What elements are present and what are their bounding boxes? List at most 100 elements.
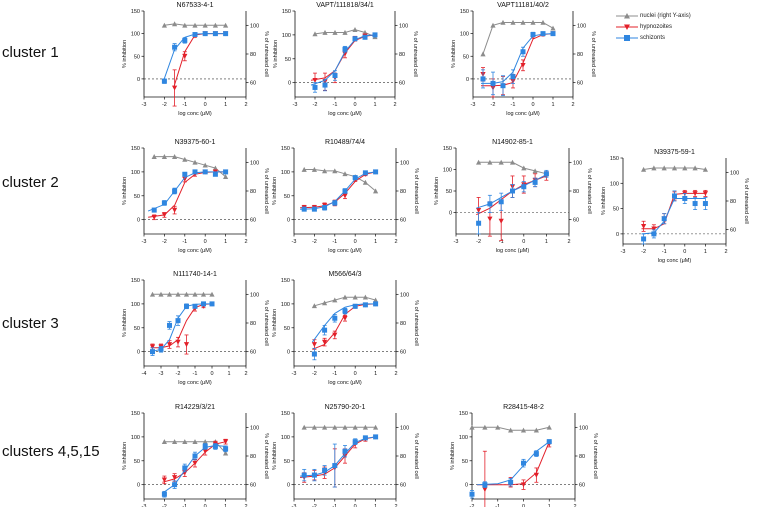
x-tick-label: 0 xyxy=(204,504,207,507)
hypnozoites-point xyxy=(312,77,318,83)
nuclei-point xyxy=(223,450,229,456)
nuclei-point xyxy=(641,166,647,172)
y2-tick-label: 60 xyxy=(400,483,406,489)
hypnozoites-point xyxy=(149,344,156,350)
y2-tick-label: 100 xyxy=(573,160,582,166)
schizonts-point xyxy=(373,301,379,307)
nuclei-point xyxy=(332,168,338,174)
nuclei-point xyxy=(342,171,348,177)
schizonts-point xyxy=(651,231,657,237)
schizonts-point xyxy=(322,467,328,473)
schizonts-point xyxy=(641,236,647,242)
y2-axis-label: % of untreated cell xyxy=(413,168,419,214)
chart-title: N25790-20-1 xyxy=(325,404,366,411)
nuclei-fit-line xyxy=(154,156,226,178)
chart-title: R28415-48-2 xyxy=(503,404,544,411)
nuclei-point xyxy=(182,439,188,445)
x-tick-label: -3 xyxy=(292,371,297,377)
y-tick-label: 150 xyxy=(131,411,140,417)
chart-title: VAPT11181/40/2 xyxy=(497,2,549,9)
schizonts-point xyxy=(500,83,506,89)
x-tick-label: -3 xyxy=(159,371,164,377)
nuclei-point xyxy=(223,174,229,180)
y2-tick-label: 80 xyxy=(399,52,405,58)
schizonts-point xyxy=(469,491,475,497)
y-tick-label: 50 xyxy=(134,459,140,465)
x-tick-label: -3 xyxy=(142,504,147,507)
x-tick-label: -2 xyxy=(162,102,167,108)
nuclei-point xyxy=(373,188,379,194)
nuclei-point xyxy=(342,29,348,35)
nuclei-point xyxy=(192,439,198,445)
schizonts-point xyxy=(158,346,164,352)
nuclei-point xyxy=(182,156,188,162)
y-tick-label: 150 xyxy=(131,278,140,284)
schizonts-point xyxy=(151,207,157,213)
x-tick-label: 1 xyxy=(548,504,551,507)
schizonts-point xyxy=(172,188,178,194)
hypnozoites-point xyxy=(342,51,348,57)
y-tick-label: 100 xyxy=(282,33,291,39)
y-tick-label: 0 xyxy=(137,218,140,224)
nuclei-point xyxy=(332,297,338,303)
schizonts-fit-line xyxy=(310,34,376,86)
y-tick-label: 0 xyxy=(137,350,140,356)
y-tick-label: 0 xyxy=(287,218,290,224)
x-axis-label: log conc (μM) xyxy=(328,111,362,117)
y2-tick-label: 60 xyxy=(250,218,256,224)
y2-axis-label: % of untreated cell xyxy=(263,433,269,479)
y-axis-label: % inhibition xyxy=(272,442,278,470)
y2-tick-label: 100 xyxy=(579,425,588,431)
x-axis-label: log conc (μM) xyxy=(658,258,692,264)
y2-tick-label: 60 xyxy=(250,483,256,489)
y-tick-label: 50 xyxy=(284,326,290,332)
x-tick-label: -2 xyxy=(491,102,496,108)
nuclei-point xyxy=(209,291,215,297)
y2-tick-label: 60 xyxy=(579,483,585,489)
y2-tick-label: 60 xyxy=(400,218,406,224)
hypnozoites-point xyxy=(651,226,657,232)
y-axis-label: % inhibition xyxy=(272,177,278,205)
x-tick-label: 0 xyxy=(204,102,207,108)
y2-tick-label: 80 xyxy=(577,52,583,58)
schizonts-point xyxy=(510,74,516,80)
nuclei-point xyxy=(149,291,156,297)
x-axis-label: log conc (μM) xyxy=(328,380,362,386)
x-tick-label: 1 xyxy=(224,239,227,245)
y-tick-label: 100 xyxy=(281,435,290,441)
x-tick-label: -1 xyxy=(511,102,516,108)
x-tick-label: 1 xyxy=(224,504,227,507)
chart-title: R10489/74/4 xyxy=(325,139,365,146)
x-tick-label: 2 xyxy=(394,504,397,507)
y2-tick-label: 60 xyxy=(730,228,736,234)
y-tick-label: 0 xyxy=(465,483,468,489)
y2-tick-label: 80 xyxy=(400,454,406,460)
schizonts-point xyxy=(540,31,546,37)
schizonts-point xyxy=(373,169,379,175)
hypnozoites-point xyxy=(520,62,526,68)
chart-panel-4: N39375-60-1 -3 -2 -1 0 1 2 0 50 100 150 60 80 100 log … xyxy=(122,139,269,254)
schizonts-point xyxy=(521,460,526,466)
nuclei-point xyxy=(202,439,208,445)
cluster-label-1: cluster 1 xyxy=(2,44,59,61)
y-tick-label: 50 xyxy=(284,459,290,465)
hypnozoites-point xyxy=(182,176,188,182)
y2-tick-label: 80 xyxy=(579,454,585,460)
hypnozoites-point xyxy=(161,212,167,218)
legend-hypnozoites-symbol xyxy=(616,24,638,30)
nuclei-point xyxy=(480,51,486,57)
nuclei-point xyxy=(158,291,164,297)
schizonts-point xyxy=(352,36,358,42)
legend-nuclei-label: nuclei (right Y-axis) xyxy=(640,12,691,19)
nuclei-point xyxy=(373,424,379,430)
x-tick-label: 1 xyxy=(545,239,548,245)
y-tick-label: 50 xyxy=(462,459,468,465)
y2-tick-label: 100 xyxy=(250,23,259,29)
x-tick-label: -2 xyxy=(313,102,318,108)
y2-tick-label: 60 xyxy=(250,81,256,87)
nuclei-point xyxy=(682,165,688,171)
nuclei-point xyxy=(192,159,198,165)
x-tick-label: 1 xyxy=(551,102,554,108)
schizonts-fit-line xyxy=(481,33,554,84)
y-tick-label: 50 xyxy=(285,57,291,63)
